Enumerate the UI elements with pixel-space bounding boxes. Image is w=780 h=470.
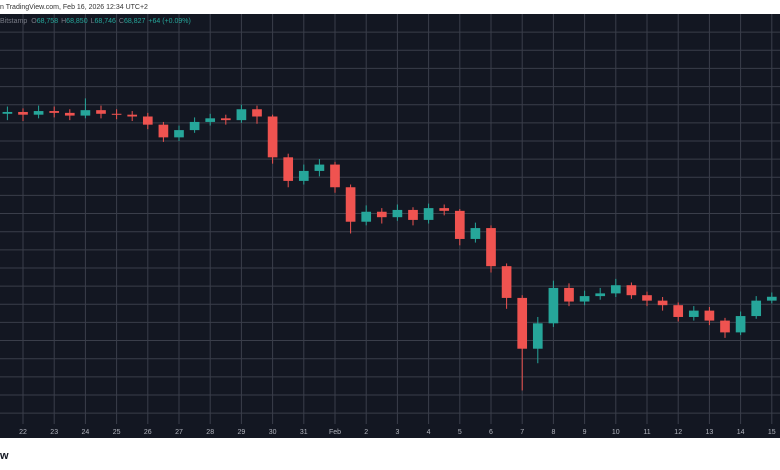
x-tick-label: 15 — [768, 429, 776, 436]
grid — [0, 14, 780, 424]
x-tick-label: 9 — [583, 429, 587, 436]
x-tick-label: 6 — [489, 429, 493, 436]
candle-body — [392, 209, 403, 218]
candle-body — [704, 310, 715, 321]
x-tick-label: Feb — [329, 429, 341, 436]
candle-body — [64, 112, 75, 116]
candle-body — [174, 130, 184, 138]
x-tick-label: 14 — [737, 429, 745, 436]
exchange: Bitstamp — [0, 18, 27, 25]
candle-body — [564, 287, 574, 302]
x-tick-label: 12 — [674, 429, 682, 436]
candle-body — [548, 287, 559, 324]
candle-body — [657, 300, 668, 306]
x-tick-label: 24 — [82, 429, 90, 436]
legend-label: O — [31, 18, 37, 25]
candle-body — [766, 296, 777, 301]
caption: n TradingView.com, Feb 16, 2026 12:34 UT… — [0, 4, 148, 11]
candle-body — [517, 297, 528, 349]
candle-body — [158, 124, 169, 138]
candle-body — [626, 285, 637, 296]
x-tick-label: 31 — [300, 429, 308, 436]
x-tick-label: 25 — [113, 429, 121, 436]
candle-body — [595, 293, 606, 297]
candle-body — [486, 228, 496, 267]
candle-body — [361, 211, 372, 222]
candle-body — [579, 296, 590, 302]
candle-body — [18, 111, 28, 115]
candle-body — [142, 116, 153, 125]
x-tick-label: 8 — [551, 429, 555, 436]
x-tick-label: 29 — [238, 429, 246, 436]
candle-body — [33, 111, 44, 115]
candle-body — [80, 110, 91, 116]
candle-body — [423, 208, 434, 220]
x-tick-label: 26 — [144, 429, 152, 436]
candle-body — [376, 211, 387, 218]
legend-value: 68,746 — [95, 18, 117, 25]
x-tick-label: 3 — [395, 429, 399, 436]
candle-body — [345, 187, 356, 222]
candle-body — [111, 113, 122, 115]
candle-body — [532, 323, 543, 349]
legend-value: 68,827 — [124, 18, 146, 25]
x-tick-label: 11 — [643, 429, 650, 436]
candle-body — [439, 208, 450, 211]
x-tick-label: 23 — [50, 429, 58, 436]
candle-body — [2, 111, 13, 114]
legend-change: +64 (+0.09%) — [148, 18, 190, 25]
x-tick-label: 22 — [19, 429, 27, 436]
candle-body — [283, 157, 294, 181]
legend: Bitstamp O 68,758 H 68,850 L 68,746 C 68,827 +64 … — [0, 18, 191, 25]
logo: w — [0, 450, 9, 462]
x-tick-label: 4 — [427, 429, 431, 436]
candle-body — [610, 285, 621, 294]
candle-body — [96, 110, 106, 114]
x-tick-label: 7 — [520, 429, 524, 436]
x-tick-label: 10 — [612, 429, 620, 436]
candle-body — [751, 300, 762, 317]
candle-body — [720, 320, 730, 333]
candle-body — [252, 109, 262, 117]
legend-label: C — [119, 18, 124, 25]
candle-body — [220, 118, 231, 121]
candle-body — [189, 121, 200, 131]
candles — [2, 98, 777, 391]
legend-value: 68,758 — [37, 18, 59, 25]
candle-body — [127, 114, 138, 117]
x-tick-label: 2 — [364, 429, 368, 436]
candle-body — [205, 118, 216, 122]
candle-body — [49, 111, 60, 113]
legend-label: H — [61, 18, 66, 25]
chart-pane — [0, 14, 780, 438]
x-tick-label: 28 — [206, 429, 214, 436]
candle-body — [454, 210, 465, 239]
candle-body — [501, 266, 512, 298]
candle-body — [314, 164, 325, 171]
candle-body — [642, 295, 652, 301]
x-tick-label: 13 — [706, 429, 714, 436]
x-tick-label: 27 — [175, 429, 183, 436]
candle-body — [236, 109, 247, 121]
candle-body — [688, 310, 699, 317]
legend-label: L — [91, 18, 95, 25]
x-tick-label: 30 — [269, 429, 277, 436]
candle-body — [298, 170, 309, 181]
legend-value: 68,850 — [66, 18, 88, 25]
candle-body — [408, 209, 418, 220]
x-axis: 22 23 24 25 26 27 28 29 30 31 Feb 2 3 4 5 6 7 8 9 10 11 12 13 1… — [19, 429, 776, 436]
candle-body — [470, 228, 481, 239]
candle-body — [735, 316, 746, 333]
x-tick-label: 5 — [458, 429, 462, 436]
candle-body — [673, 305, 684, 317]
candle-body — [330, 164, 340, 188]
candle-body — [267, 116, 278, 158]
